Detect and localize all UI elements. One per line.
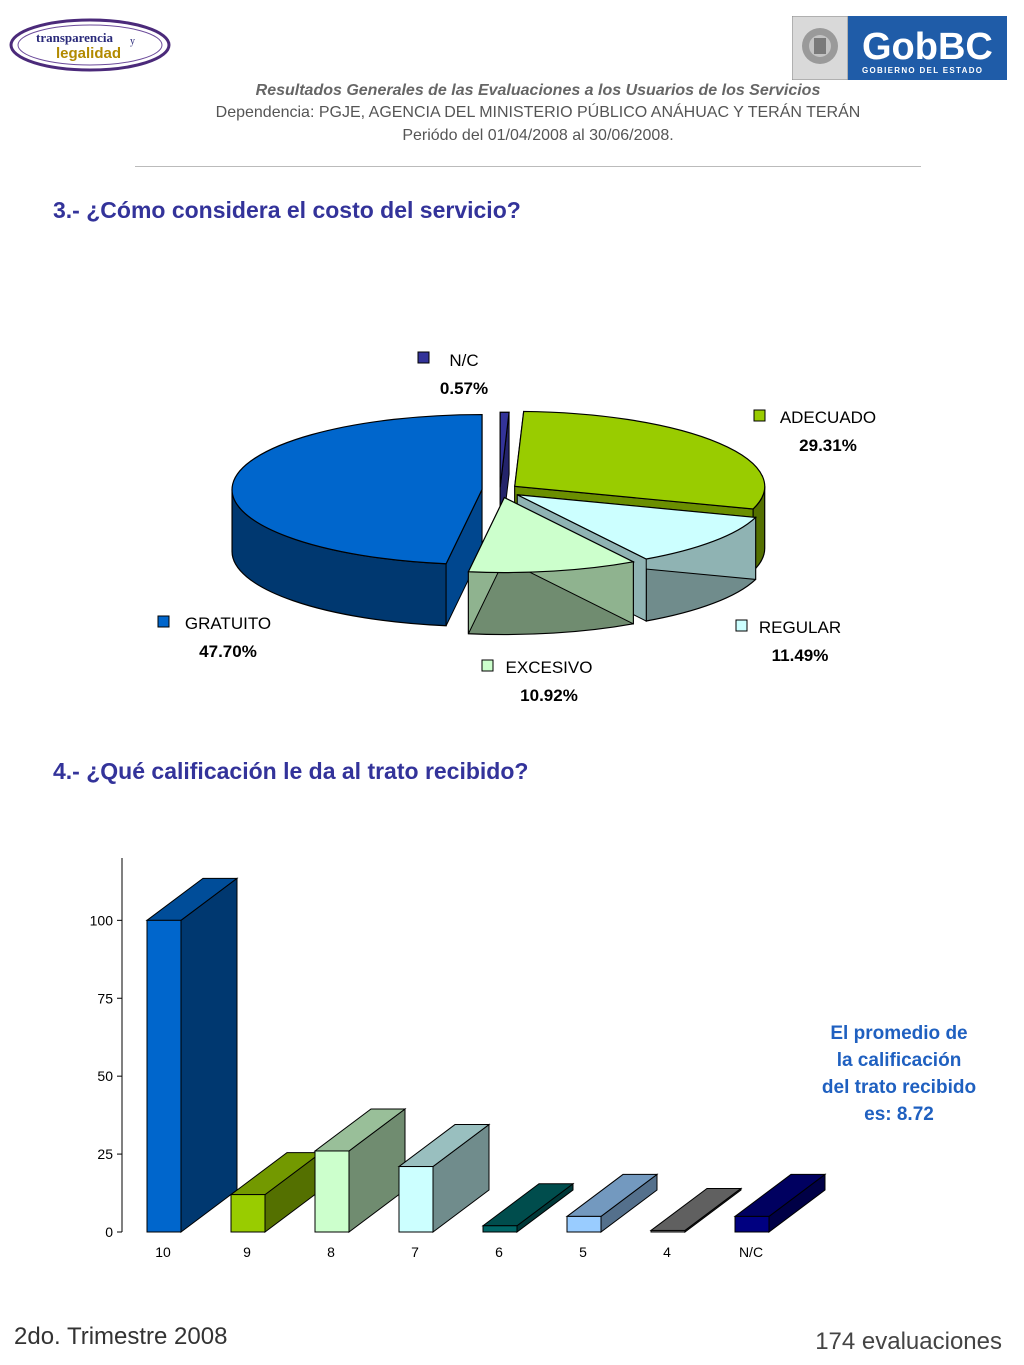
pie-slice-top-excesivo xyxy=(467,496,636,574)
x-tick-label-4: 4 xyxy=(663,1244,671,1260)
bar-side-10 xyxy=(180,877,238,1233)
pie-label-regular: REGULAR xyxy=(759,618,841,637)
report-dependency: Dependencia: PGJE, AGENCIA DEL MINISTERI… xyxy=(215,104,861,121)
report-period: Periódo del 01/04/2008 al 30/06/2008. xyxy=(402,127,674,144)
bar-7 xyxy=(397,1123,491,1233)
pie-value-adecuado: 29.31% xyxy=(799,436,857,455)
pie-value-gratuito: 47.70% xyxy=(199,642,257,661)
bar-n-c xyxy=(733,1173,827,1233)
pie-slice-gratuito xyxy=(231,413,483,627)
bar-front-5 xyxy=(566,1215,602,1233)
y-tick-label-50: 50 xyxy=(97,1068,113,1084)
logo-text-legalidad: legalidad xyxy=(56,45,121,62)
logo-text-gobbc: GobBC xyxy=(862,26,993,68)
bar-4 xyxy=(649,1187,743,1233)
bar-9 xyxy=(229,1151,323,1233)
pie-value-n-c: 0.57% xyxy=(440,379,488,398)
logo-text-and: y xyxy=(130,36,135,47)
question-3-title: 3.- ¿Cómo considera el costo del servici… xyxy=(53,197,521,223)
x-tick-label-n-c: N/C xyxy=(739,1244,763,1260)
y-tick-label-100: 100 xyxy=(90,912,114,928)
pie-label-gratuito: GRATUITO xyxy=(185,614,271,633)
bar-front-7 xyxy=(398,1166,434,1233)
pie-slice-excesivo xyxy=(467,496,636,636)
pie-legend-swatch-excesivo xyxy=(481,659,494,672)
pie-legend-swatch-adecuado xyxy=(753,409,766,422)
cost-pie-chart: N/C 0.57% ADECUADO 29.31% REGULAR 11.49% EXCES… xyxy=(157,351,876,705)
bar-8 xyxy=(313,1107,407,1233)
average-note-line-4: es: 8.72 xyxy=(864,1104,934,1125)
bar-front-6 xyxy=(482,1225,518,1233)
bar-front-n-c xyxy=(734,1215,770,1233)
report-title: Resultados Generales de las Evaluaciones… xyxy=(255,82,821,99)
bar-10 xyxy=(145,877,239,1233)
bar-6 xyxy=(481,1182,575,1233)
pie-slice-top-gratuito xyxy=(231,413,483,565)
x-tick-label-7: 7 xyxy=(411,1244,419,1260)
transparencia-legalidad-logo: transparencia y legalidad xyxy=(9,18,171,72)
average-note: El promedio de la calificación del trato… xyxy=(796,1020,1002,1128)
pie-slice-top-n-c xyxy=(499,411,510,488)
gobbc-logo: GobBC GOBIERNO DEL ESTADO xyxy=(792,16,1007,80)
x-tick-label-8: 8 xyxy=(327,1244,335,1260)
logo-text-gobierno: GOBIERNO DEL ESTADO xyxy=(862,66,983,75)
pie-slice-top-regular xyxy=(517,494,757,560)
bar-front-9 xyxy=(230,1194,266,1233)
pie-legend-swatch-n-c xyxy=(417,351,430,364)
pie-label-adecuado: ADECUADO xyxy=(780,408,876,427)
pie-legend-swatch-regular xyxy=(735,619,748,632)
coat-of-arms-icon xyxy=(802,28,838,64)
bar-front-8 xyxy=(314,1150,350,1233)
x-tick-label-6: 6 xyxy=(495,1244,503,1260)
pie-value-regular: 11.49% xyxy=(772,646,829,665)
logo-text-transparencia: transparencia xyxy=(36,30,114,45)
treatment-bar-chart: 0 25 50 75 100 10 9 8 7 6 5 4 N/C xyxy=(90,858,827,1260)
bar-front-4 xyxy=(650,1229,686,1233)
y-tick-label-75: 75 xyxy=(97,990,113,1006)
pie-label-excesivo: EXCESIVO xyxy=(506,658,593,677)
x-tick-label-9: 9 xyxy=(243,1244,251,1260)
pie-legend-swatch-gratuito xyxy=(157,615,170,628)
footer-evaluations: 174 evaluaciones xyxy=(815,1328,1002,1355)
average-note-line-3: del trato recibido xyxy=(821,1077,977,1098)
pie-slice-top-adecuado xyxy=(514,410,766,510)
bar-front-10 xyxy=(146,919,182,1233)
header-divider xyxy=(135,166,921,167)
bar-5 xyxy=(565,1173,659,1233)
x-tick-label-10: 10 xyxy=(155,1244,171,1260)
average-note-line-1: El promedio de xyxy=(830,1023,968,1044)
footer-quarter: 2do. Trimestre 2008 xyxy=(14,1323,228,1350)
x-tick-label-5: 5 xyxy=(579,1244,587,1260)
pie-label-n-c: N/C xyxy=(449,351,478,370)
question-4-title: 4.- ¿Qué calificación le da al trato rec… xyxy=(53,758,529,784)
y-tick-label-25: 25 xyxy=(97,1146,113,1162)
pie-value-excesivo: 10.92% xyxy=(520,686,578,705)
average-note-line-2: la calificación xyxy=(836,1050,962,1071)
y-tick-label-0: 0 xyxy=(105,1224,113,1240)
